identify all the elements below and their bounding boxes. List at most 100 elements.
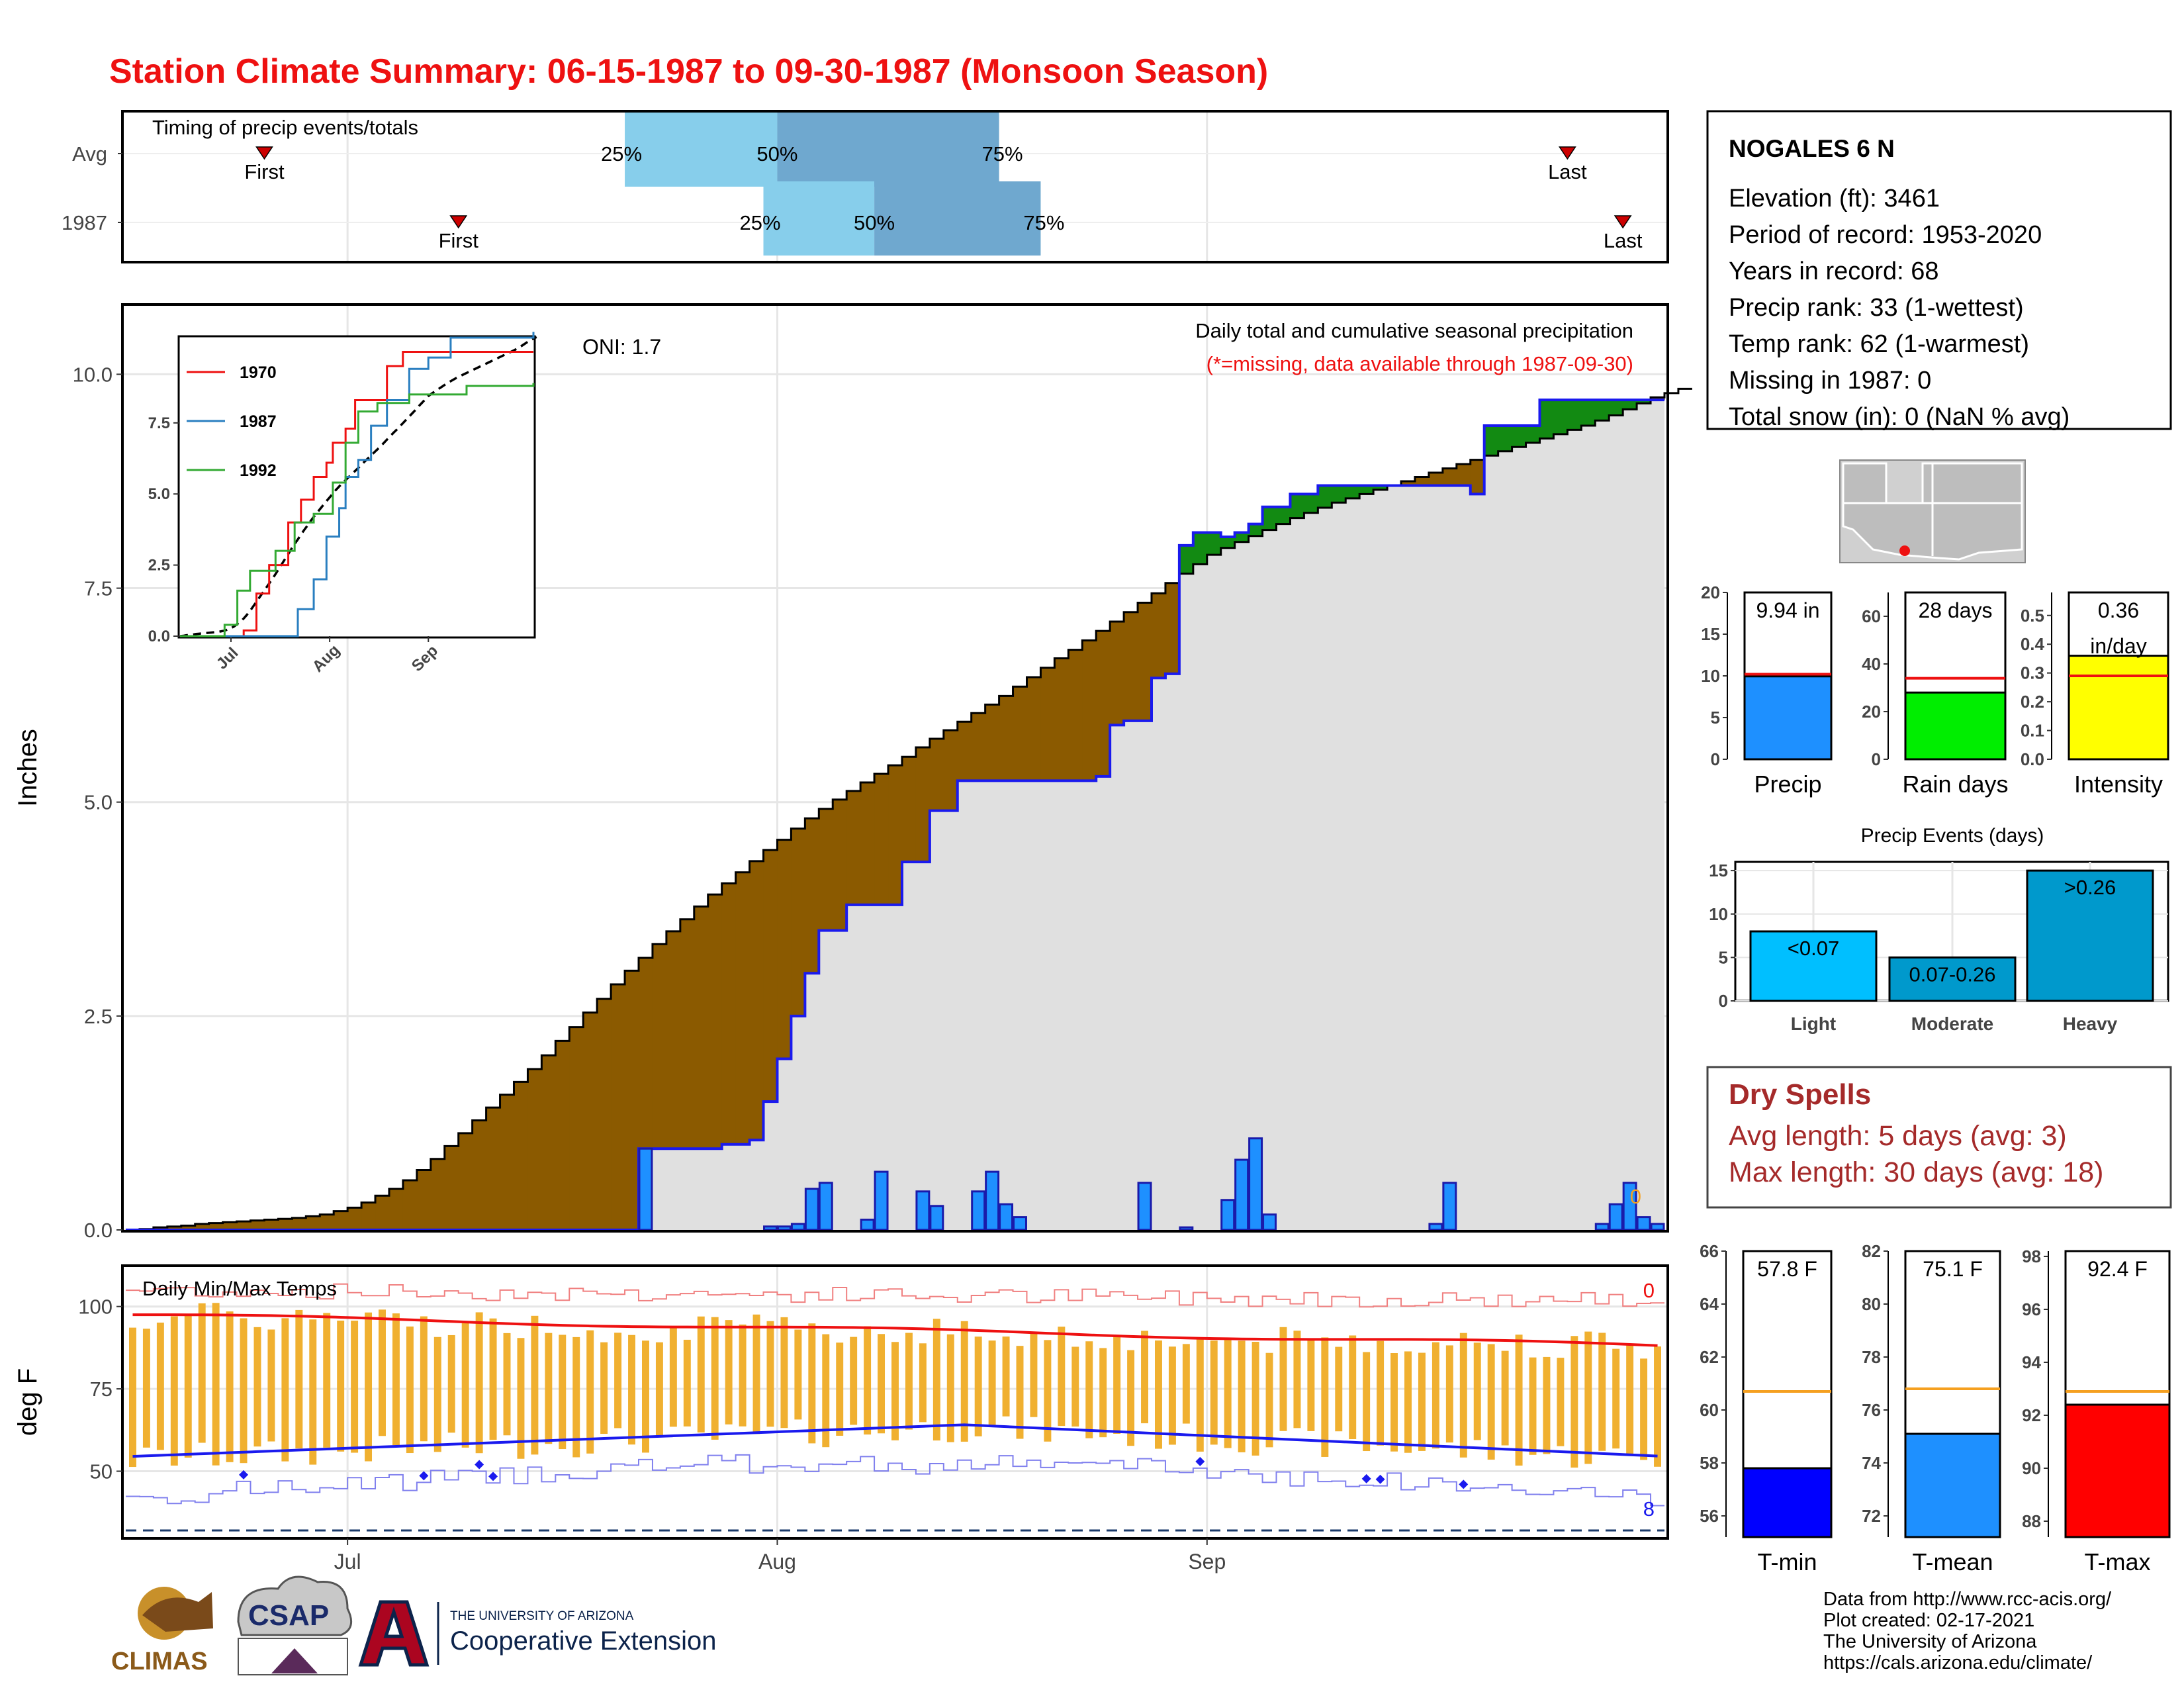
- deficit-area: [1165, 583, 1180, 674]
- daily-precip-bar: [1594, 1223, 1610, 1231]
- tmean-y-tick-label: 76: [1862, 1400, 1881, 1420]
- credit-data-source: Data from http://www.rcc-acis.org/: [1823, 1589, 2112, 1610]
- timing-first-label: First: [244, 160, 285, 183]
- daily-temp-range-bar: [1307, 1338, 1315, 1431]
- deficit-area: [611, 984, 625, 1230]
- deficit-area: [833, 799, 847, 931]
- daily-temp-range-bar: [683, 1339, 691, 1427]
- station-location-marker: [1899, 545, 1910, 556]
- surplus-area: [1498, 425, 1513, 451]
- daily-temp-range-bar: [517, 1338, 525, 1459]
- daily-precip-bar: [985, 1170, 1000, 1231]
- surplus-area: [1539, 400, 1555, 439]
- daily-precip-bar: [874, 1170, 889, 1231]
- record-low-marker-icon: [239, 1470, 249, 1479]
- daily-precip-bar: [804, 1188, 819, 1231]
- daily-temp-range-bar: [226, 1311, 234, 1462]
- daily-temp-range-bar: [1377, 1340, 1385, 1446]
- csap-wordmark: CSAP: [248, 1599, 329, 1632]
- daily-temp-range-bar: [836, 1342, 844, 1436]
- daily-temp-range-bar: [697, 1316, 705, 1432]
- inset-legend-label-1970: 1970: [240, 363, 277, 382]
- deficit-area: [749, 861, 764, 1141]
- intensity-y-tick-label: 0.4: [2021, 634, 2045, 654]
- intensity-chart: 0.0 0.1 0.2 0.3 0.4 0.5 0.36 in/day Intensity: [2021, 591, 2169, 798]
- tmean-y-tick-label: 82: [1862, 1241, 1881, 1261]
- daily-temp-range-bar: [559, 1335, 567, 1450]
- daily-precip-bar: [860, 1218, 875, 1231]
- daily-precip-bar: [1608, 1203, 1623, 1231]
- deficit-area: [361, 1202, 376, 1230]
- daily-temp-range-bar: [1016, 1346, 1024, 1439]
- timing-bar-50-75: [777, 113, 999, 187]
- surplus-area: [1318, 485, 1332, 508]
- dry-spells-box: Dry Spells Avg length: 5 days (avg: 3) M…: [1706, 1066, 2172, 1209]
- daily-precip-bar: [929, 1205, 944, 1231]
- timing-last-label: Last: [1548, 160, 1587, 183]
- daily-temp-range-bar: [711, 1317, 719, 1440]
- deficit-area: [527, 1068, 542, 1230]
- station-period: Period of record: 1953-2020: [1729, 221, 2042, 249]
- daily-temp-range-bar: [545, 1333, 553, 1444]
- surplus-area: [1373, 485, 1388, 490]
- precip_total-category-label: Precip: [1754, 771, 1821, 798]
- precip_total-y-tick-label: 15: [1701, 624, 1720, 644]
- timing-label-75: 75%: [1023, 211, 1064, 234]
- tmax-bar: [2064, 1403, 2171, 1538]
- daily-temp-range-bar: [586, 1330, 594, 1454]
- tmax-value-label: 92.4 F: [2087, 1257, 2148, 1281]
- daily-temp-range-bar: [628, 1335, 635, 1445]
- timing-bar-25-50: [625, 113, 778, 187]
- daily-temp-range-bar: [1335, 1346, 1343, 1432]
- deficit-area: [888, 765, 903, 905]
- timing-bar-50-75: [874, 181, 1041, 256]
- timing-bar-25-50: [763, 181, 875, 256]
- deficit-area: [1138, 602, 1152, 721]
- daily-precip-bar: [1428, 1223, 1443, 1231]
- intensity-y-tick-label: 0.3: [2021, 663, 2044, 683]
- deficit-area: [1428, 473, 1443, 486]
- climas-wordmark: CLIMAS: [111, 1648, 208, 1675]
- timing-last-marker-icon: [1558, 146, 1576, 160]
- daily-temp-range-bar: [1127, 1350, 1135, 1446]
- inset-series-line-1987: [180, 332, 535, 637]
- temp-y-ticks: 50 75 100: [78, 1295, 122, 1483]
- climas-logo: CLIMAS: [111, 1587, 213, 1675]
- deficit-area: [597, 999, 612, 1230]
- daily-temp-range-bar: [808, 1323, 816, 1444]
- station-elevation: Elevation (ft): 3461: [1729, 185, 1940, 212]
- daily-temp-range-bar: [198, 1303, 206, 1443]
- daily-temp-range-bar: [725, 1320, 733, 1425]
- daily-temp-range-bar: [766, 1321, 774, 1427]
- precip-y-ticks: 0.0 2.5 5.0 7.5 10.0: [73, 363, 122, 1242]
- daily-precip-bar: [1179, 1226, 1194, 1231]
- intensity-value-label: 0.36: [2098, 598, 2139, 622]
- daily-temp-range-bar: [1598, 1333, 1606, 1451]
- daily-temp-range-bar: [295, 1309, 303, 1449]
- precip-events-category-label: Light: [1791, 1013, 1836, 1034]
- daily-temp-range-bar: [864, 1326, 872, 1435]
- precip_total-bar: [1743, 675, 1833, 761]
- daily-temp-range-bar: [365, 1312, 373, 1462]
- daily-temp-range-bar: [1058, 1327, 1066, 1427]
- daily-temp-range-bar: [1612, 1348, 1620, 1449]
- precip-events-y-tick-label: 0: [1719, 991, 1728, 1011]
- tmin-chart: 56 58 60 62 64 66 57.8 F T-min: [1700, 1241, 1833, 1575]
- record-low-marker-icon: [1195, 1456, 1205, 1466]
- daily-temp-range-bar: [1432, 1342, 1439, 1449]
- deficit-area: [334, 1211, 348, 1230]
- precip-y-tick-label: 7.5: [84, 577, 113, 600]
- tmax-y-tick-label: 98: [2022, 1246, 2041, 1266]
- surplus-area: [1525, 425, 1541, 443]
- daily-temp-range-bar: [1557, 1358, 1565, 1446]
- station-precip-rank: Precip rank: 33 (1-wettest): [1729, 294, 2024, 322]
- precip-events-bar-light: [1749, 930, 1878, 1002]
- daily-precip-bar: [1650, 1223, 1665, 1231]
- temp-marks: [126, 1283, 1664, 1532]
- daily-temp-range-bar: [1640, 1358, 1648, 1460]
- record-max-line: [126, 1283, 1664, 1308]
- csap-cloud-icon: [237, 1575, 353, 1636]
- surplus-area: [1262, 506, 1277, 530]
- precip_total-y-tick-label: 10: [1701, 666, 1720, 686]
